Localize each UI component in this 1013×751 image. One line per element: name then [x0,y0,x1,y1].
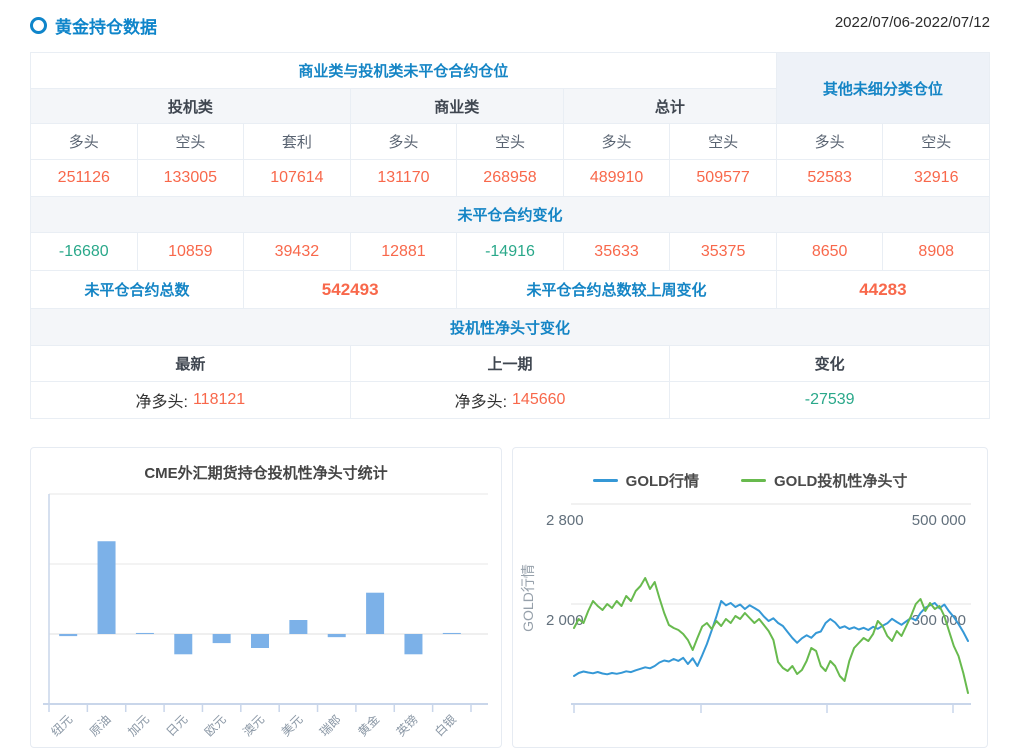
col-header-spec-short: 空头 [137,124,245,160]
col-header-total-short: 空头 [670,124,777,160]
net-col-previous: 上一期 [350,346,671,382]
change-value: -14916 [457,233,564,271]
net-col-latest: 最新 [31,346,351,382]
net-latest-cell: 净多头: 118121 [31,382,351,419]
svg-text:瑞郎: 瑞郎 [317,712,344,739]
date-range: 2022/07/06-2022/07/12 [834,14,990,31]
line-chart: 2 800 2 000 500 000 300 000 GOLD行情 [513,448,987,749]
svg-text:美元: 美元 [279,712,306,739]
net-change-value: -27539 [670,382,990,419]
legend-dash-green-icon [741,479,766,482]
subheader-total: 总计 [563,89,777,124]
change-section-header: 未平仓合约变化 [31,197,990,233]
total-oi-label: 未平仓合约总数 [31,271,245,309]
col-header-other-short: 空头 [883,124,990,160]
positions-table: 商业类与投机类未平仓合约仓位 其他未细分类仓位 投机类 商业类 总计 多头 空头… [30,52,990,419]
position-value: 133005 [137,160,245,197]
bar-chart: 纽元 原油 加元 日元 欧元 澳元 美元 瑞郎 黄金 英镑 白银 [31,484,501,744]
main-group-header: 商业类与投机类未平仓合约仓位 [31,53,777,89]
circle-bullet-icon [30,16,47,34]
net-latest-value: 118121 [192,391,246,408]
weekly-change-label: 未平仓合约总数较上周变化 [457,271,777,309]
change-value: 39432 [244,233,351,271]
svg-text:原油: 原油 [87,712,114,739]
line-chart-card: GOLD行情 GOLD投机性净头寸 2 800 2 000 500 000 300 0… [512,447,988,748]
net-col-change: 变化 [670,346,990,382]
svg-text:日元: 日元 [164,712,191,739]
col-header-total-long: 多头 [563,124,671,160]
net-previous-value: 145660 [512,391,566,408]
position-value: 268958 [457,160,564,197]
position-value: 107614 [244,160,351,197]
svg-text:GOLD行情: GOLD行情 [520,564,536,632]
net-previous-label: 净多头: [454,394,508,411]
position-value: 131170 [350,160,458,197]
position-value: 489910 [563,160,671,197]
change-value: 12881 [350,233,458,271]
weekly-change-value: 44283 [776,271,990,309]
legend-item-gold-net-position[interactable]: GOLD投机性净头寸 [741,470,907,491]
subheader-commercial: 商业类 [350,89,564,124]
other-group-header: 其他未细分类仓位 [776,53,990,124]
col-header-spec-long: 多头 [31,124,138,160]
change-value: -16680 [31,233,138,271]
change-value: 10859 [137,233,245,271]
page-header: 黄金持仓数据 2022/07/06-2022/07/12 [30,12,990,38]
col-header-comm-long: 多头 [350,124,458,160]
bar-chart-title: CME外汇期货持仓投机性净头寸统计 [144,465,388,482]
net-latest-label: 净多头: [135,394,188,411]
change-value: 35375 [670,233,777,271]
position-value: 32916 [883,160,990,197]
position-value: 52583 [776,160,884,197]
subheader-speculative: 投机类 [31,89,351,124]
svg-text:英镑: 英镑 [393,712,421,740]
col-header-comm-short: 空头 [457,124,564,160]
page-title: 黄金持仓数据 [55,17,157,37]
change-value: 8908 [883,233,990,271]
chart-legend: GOLD行情 GOLD投机性净头寸 [513,470,987,491]
change-value: 8650 [776,233,884,271]
net-section-header: 投机性净头寸变化 [31,309,990,346]
position-value: 509577 [670,160,777,197]
svg-text:白银: 白银 [431,712,459,740]
total-oi-value: 542493 [244,271,458,309]
svg-text:500 000: 500 000 [912,512,966,529]
svg-text:黄金: 黄金 [355,712,383,740]
svg-text:2 000: 2 000 [546,612,584,629]
svg-text:纽元: 纽元 [48,712,75,739]
legend-dash-blue-icon [592,479,618,482]
legend-label: GOLD行情 [625,473,699,490]
legend-label: GOLD投机性净头寸 [774,473,908,490]
col-header-spread: 套利 [244,124,351,160]
position-value: 251126 [31,160,138,197]
bar-chart-card: CME外汇期货持仓投机性净头寸统计 纽元 原油 加元 日元 欧元 澳元 美元 瑞郎 黄金 英镑 白银 [30,447,502,748]
svg-text:澳元: 澳元 [240,712,267,739]
net-previous-cell: 净多头: 145660 [350,382,671,419]
col-header-other-long: 多头 [776,124,884,160]
legend-item-gold-price[interactable]: GOLD行情 [592,470,699,491]
svg-text:2 800: 2 800 [546,512,584,529]
svg-text:加元: 加元 [125,712,152,739]
svg-text:欧元: 欧元 [202,712,229,739]
change-value: 35633 [563,233,671,271]
